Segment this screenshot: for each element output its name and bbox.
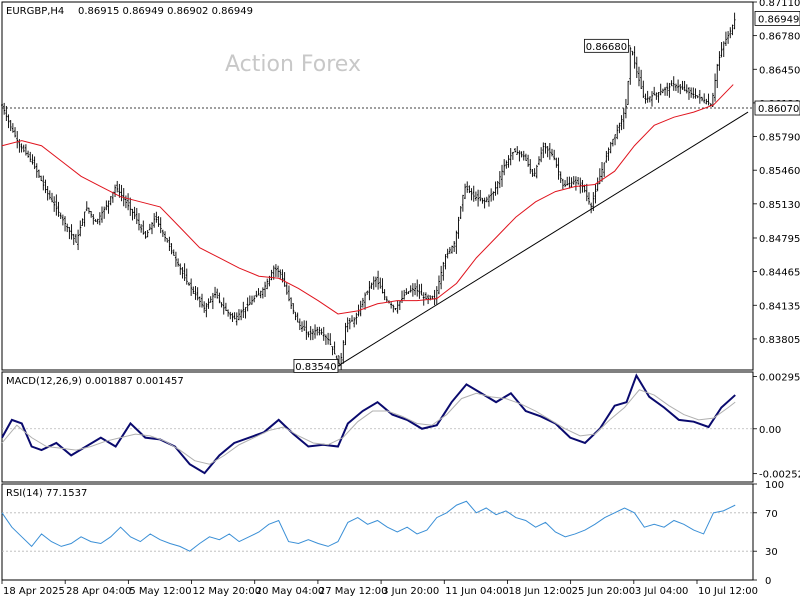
last-price-tag <box>754 11 800 26</box>
trendline <box>337 111 749 367</box>
rsi-tick-label-1: 70 <box>765 509 778 520</box>
macd-layer <box>1 373 753 475</box>
time-tick-label-6: 3 Jun 20:00 <box>382 586 439 597</box>
macd-pane-frame <box>1 371 754 483</box>
rsi-pane-frame <box>1 483 754 581</box>
price-tick-label-10: 0.83805 <box>759 335 800 346</box>
rsi-tick-label-0: 100 <box>765 480 784 491</box>
macd-tick-label-2: -0.002529 <box>759 470 800 481</box>
rsi-title: RSI(14) 77.1537 <box>6 488 87 499</box>
moving-average-line <box>1 84 734 315</box>
time-tick-label-3: 12 May 20:00 <box>193 586 262 597</box>
signal-line <box>1 389 736 465</box>
symbol-label: EURGBP,H4 <box>6 6 64 17</box>
rsi-tick-label-3: 0 <box>765 576 771 587</box>
price-tick-label-4: 0.85790 <box>759 133 800 144</box>
macd-line <box>1 373 736 475</box>
price-tick-label-6: 0.85130 <box>759 200 800 211</box>
price-tick-label-5: 0.85460 <box>759 166 800 177</box>
ohlc-label: 0.86915 0.86949 0.86902 0.86949 <box>78 6 253 17</box>
time-tick-label-5: 27 May 12:00 <box>319 586 388 597</box>
time-tick-label-0: 18 Apr 2025 <box>3 586 65 597</box>
macd-title: MACD(12,26,9) 0.001887 0.001457 <box>6 376 184 387</box>
price-tick-label-9: 0.84135 <box>759 301 800 312</box>
macd-tick-label-1: 0.00 <box>759 425 781 436</box>
rsi-tick-label-2: 30 <box>765 547 778 558</box>
price-layer: 0.86680 0.83540 <box>1 12 753 373</box>
time-tick-label-10: 3 Jul 04:00 <box>635 586 689 597</box>
time-tick-label-11: 10 Jul 12:00 <box>698 586 758 597</box>
last-price-tag-label: 0.86949 <box>758 14 799 25</box>
level-tag <box>754 100 800 116</box>
time-tick-label-7: 11 Jun 04:00 <box>445 586 509 597</box>
rsi-line <box>1 500 736 552</box>
time-tick-label-2: 5 May 12:00 <box>129 586 191 597</box>
annotation-label-1: 0.83540 <box>295 362 336 373</box>
price-tick-label-2: 0.86450 <box>759 65 800 76</box>
price-tick-label-0: 0.87110 <box>759 0 800 9</box>
time-tick-label-1: 28 Apr 04:00 <box>66 586 131 597</box>
price-tick-label-7: 0.84795 <box>759 234 800 245</box>
time-tick-label-8: 18 Jun 12:00 <box>508 586 572 597</box>
rsi-layer <box>1 500 753 552</box>
macd-tick-label-0: 0.00295 <box>759 372 800 383</box>
level-tag-label: 0.86070 <box>758 104 799 115</box>
time-tick-label-4: 20 May 04:00 <box>256 586 325 597</box>
price-tick-label-8: 0.84465 <box>759 268 800 279</box>
price-tick-label-1: 0.86780 <box>759 32 800 43</box>
watermark: Action Forex <box>225 52 361 77</box>
time-tick-label-9: 25 Jun 20:00 <box>572 586 636 597</box>
annotation-label-0: 0.86680 <box>586 42 627 53</box>
